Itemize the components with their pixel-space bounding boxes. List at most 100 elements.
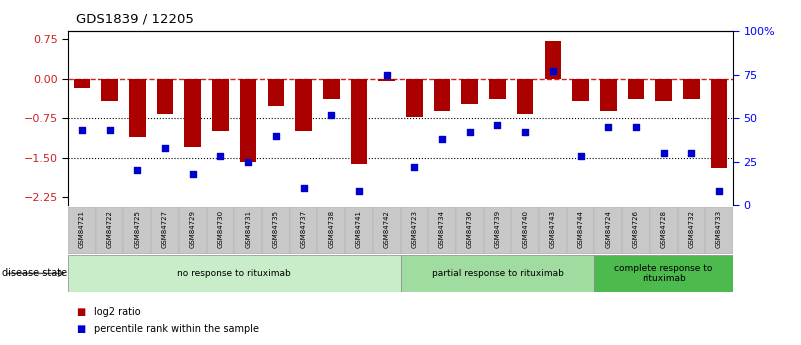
Bar [157,79,173,115]
Text: GSM84731: GSM84731 [245,210,252,248]
Bar [434,79,450,111]
Text: GSM84742: GSM84742 [384,210,389,248]
Text: GSM84734: GSM84734 [439,210,445,248]
Bar [406,79,423,117]
Text: GSM84727: GSM84727 [162,210,168,248]
Bar [235,207,262,254]
Bar [74,79,91,88]
Bar [461,79,478,104]
Text: GSM84730: GSM84730 [217,210,223,248]
Text: GSM84729: GSM84729 [190,210,195,248]
Text: GSM84733: GSM84733 [716,210,722,248]
Bar [378,79,395,81]
Bar [212,79,229,131]
Text: percentile rank within the sample: percentile rank within the sample [94,325,259,334]
Point [214,154,227,159]
Text: GSM84722: GSM84722 [107,210,113,248]
Bar [594,207,622,254]
Text: GSM84738: GSM84738 [328,210,334,248]
Point [519,129,532,135]
Bar [345,207,372,254]
Bar [594,255,733,292]
Bar [456,207,484,254]
Point [574,154,587,159]
Bar [68,255,400,292]
Bar [323,79,340,99]
Point [187,171,199,177]
Point [325,112,338,117]
Bar [184,79,201,147]
Point [713,189,726,194]
Text: GSM84721: GSM84721 [79,210,85,248]
Text: GSM84725: GSM84725 [135,210,140,248]
Point [380,72,393,77]
Bar [129,79,146,137]
Bar [351,79,367,164]
Bar [317,207,345,254]
Text: ■: ■ [76,307,86,317]
Bar [655,79,672,101]
Point [159,145,171,150]
Bar [628,79,644,99]
Text: GSM84726: GSM84726 [633,210,639,248]
Bar [372,207,400,254]
Point [352,189,365,194]
Bar [600,79,617,111]
Point [463,129,476,135]
Bar [262,207,290,254]
Point [658,150,670,156]
Bar [517,79,533,115]
Point [297,185,310,190]
Text: log2 ratio: log2 ratio [94,307,140,317]
Point [491,122,504,128]
Point [75,128,88,133]
Text: GSM84723: GSM84723 [412,210,417,248]
Bar [179,207,207,254]
Text: ■: ■ [76,325,86,334]
Text: no response to rituximab: no response to rituximab [177,269,292,278]
Text: GSM84737: GSM84737 [300,210,307,248]
Text: GSM84739: GSM84739 [494,210,501,248]
Bar [683,79,700,99]
Bar [678,207,705,254]
Text: disease state: disease state [2,268,67,278]
Bar [710,79,727,168]
Bar [101,79,118,101]
Bar [268,79,284,106]
Point [131,168,143,173]
Text: GSM84736: GSM84736 [467,210,473,248]
Bar [650,207,678,254]
Bar [572,79,589,101]
Text: GSM84724: GSM84724 [606,210,611,248]
Bar [151,207,179,254]
Text: GSM84735: GSM84735 [273,210,279,248]
Bar [539,207,567,254]
Bar [400,207,429,254]
Text: partial response to rituximab: partial response to rituximab [432,269,563,278]
Bar [484,207,511,254]
Point [685,150,698,156]
Text: complete response to
rituximab: complete response to rituximab [614,264,713,283]
Text: GSM84740: GSM84740 [522,210,528,248]
Bar [123,207,151,254]
Bar [622,207,650,254]
Bar [489,79,505,99]
Point [408,164,421,170]
Text: GSM84732: GSM84732 [688,210,694,248]
Bar [96,207,123,254]
Bar [429,207,456,254]
Point [269,133,282,138]
Bar [567,207,594,254]
Bar [207,207,235,254]
Point [103,128,116,133]
Bar [511,207,539,254]
Bar [705,207,733,254]
Point [602,124,614,130]
Text: GSM84744: GSM84744 [578,210,584,248]
Bar [68,207,96,254]
Bar [400,255,594,292]
Bar [545,41,562,79]
Point [436,136,449,142]
Point [242,159,255,165]
Text: GSM84728: GSM84728 [661,210,666,248]
